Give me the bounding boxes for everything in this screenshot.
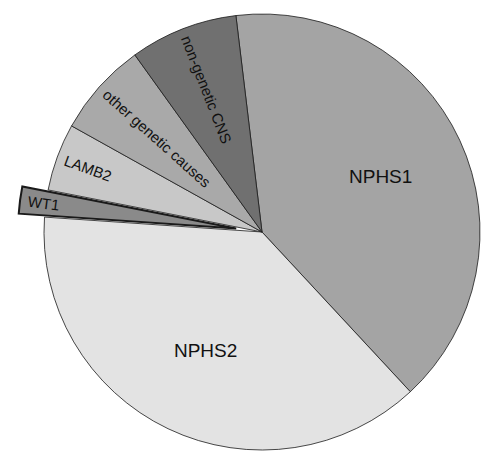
slice-label: WT1 xyxy=(27,193,61,214)
slice-label: other genetic causes xyxy=(100,86,215,191)
pie xyxy=(19,14,480,450)
slice-label: NPHS1 xyxy=(349,166,412,187)
labels: NPHS1 NPHS2 WT1LAMB2other genetic causesno… xyxy=(27,33,412,360)
chart: NPHS1 NPHS2 WT1LAMB2other genetic causesno… xyxy=(0,0,500,453)
slice-label: NPHS2 xyxy=(174,340,237,361)
slice-label: LAMB2 xyxy=(62,152,114,185)
pie-slice xyxy=(44,217,410,450)
slice-label: non-genetic CNS xyxy=(178,33,235,146)
